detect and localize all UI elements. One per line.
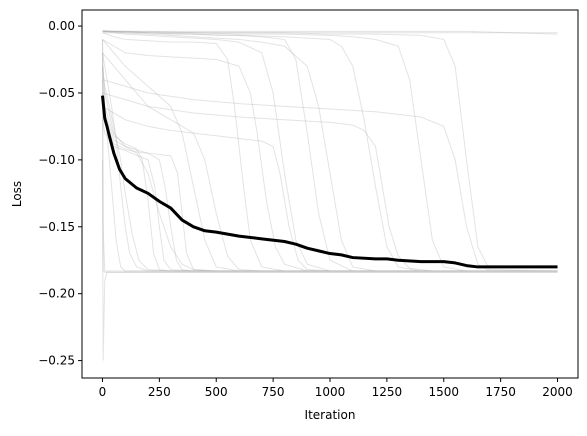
run-line-12	[102, 32, 558, 272]
run-line-15	[102, 29, 558, 272]
x-tick-label: 500	[205, 385, 228, 399]
x-tick-label: 2000	[542, 385, 573, 399]
y-tick-label: −0.20	[38, 287, 75, 301]
run-line-10	[101, 106, 558, 272]
run-line-19	[102, 30, 558, 272]
run-lines	[101, 29, 558, 361]
y-tick-label: −0.10	[38, 153, 75, 167]
run-line-11	[101, 119, 558, 272]
run-line-17	[102, 30, 558, 272]
run-line-4	[101, 159, 558, 361]
x-tick-label: 1500	[428, 385, 459, 399]
run-line-8	[101, 79, 558, 272]
run-line-20	[102, 79, 558, 272]
x-tick-label: 250	[148, 385, 171, 399]
run-line-7	[101, 52, 558, 272]
x-tick-label: 1000	[315, 385, 346, 399]
y-axis-label: Loss	[10, 181, 24, 207]
y-tick-label: −0.05	[38, 86, 75, 100]
x-axis-label: Iteration	[305, 408, 356, 422]
run-line-22	[102, 105, 558, 272]
run-line-1	[102, 30, 558, 35]
y-axis-ticks: 0.00 −0.05 −0.10 −0.15 −0.20 −0.25	[38, 19, 82, 368]
run-line-6	[101, 39, 558, 272]
mean-loss-line	[100, 95, 558, 269]
run-line-18	[102, 92, 558, 272]
run-line-25	[102, 52, 558, 272]
run-line-5	[101, 39, 558, 272]
y-tick-label: −0.25	[38, 354, 75, 368]
run-line-14	[102, 30, 558, 272]
run-line-24	[101, 66, 558, 272]
plot-frame	[81, 9, 579, 379]
run-line-3	[101, 52, 558, 273]
run-line-16	[102, 30, 558, 272]
run-line-21	[102, 30, 558, 272]
mean-line-layer	[100, 95, 558, 269]
run-line-13	[102, 39, 558, 272]
run-line-23	[101, 66, 558, 272]
y-tick-label: 0.00	[48, 19, 75, 33]
x-tick-label: 1750	[485, 385, 516, 399]
x-tick-label: 750	[262, 385, 285, 399]
x-tick-label: 0	[99, 385, 107, 399]
run-line-26	[102, 39, 558, 272]
y-tick-label: −0.15	[38, 220, 75, 234]
x-tick-label: 1250	[372, 385, 403, 399]
run-line-9	[101, 92, 558, 272]
x-axis-ticks: 0 250 500 750 1000 1250 1500 1750 2000	[99, 378, 573, 399]
